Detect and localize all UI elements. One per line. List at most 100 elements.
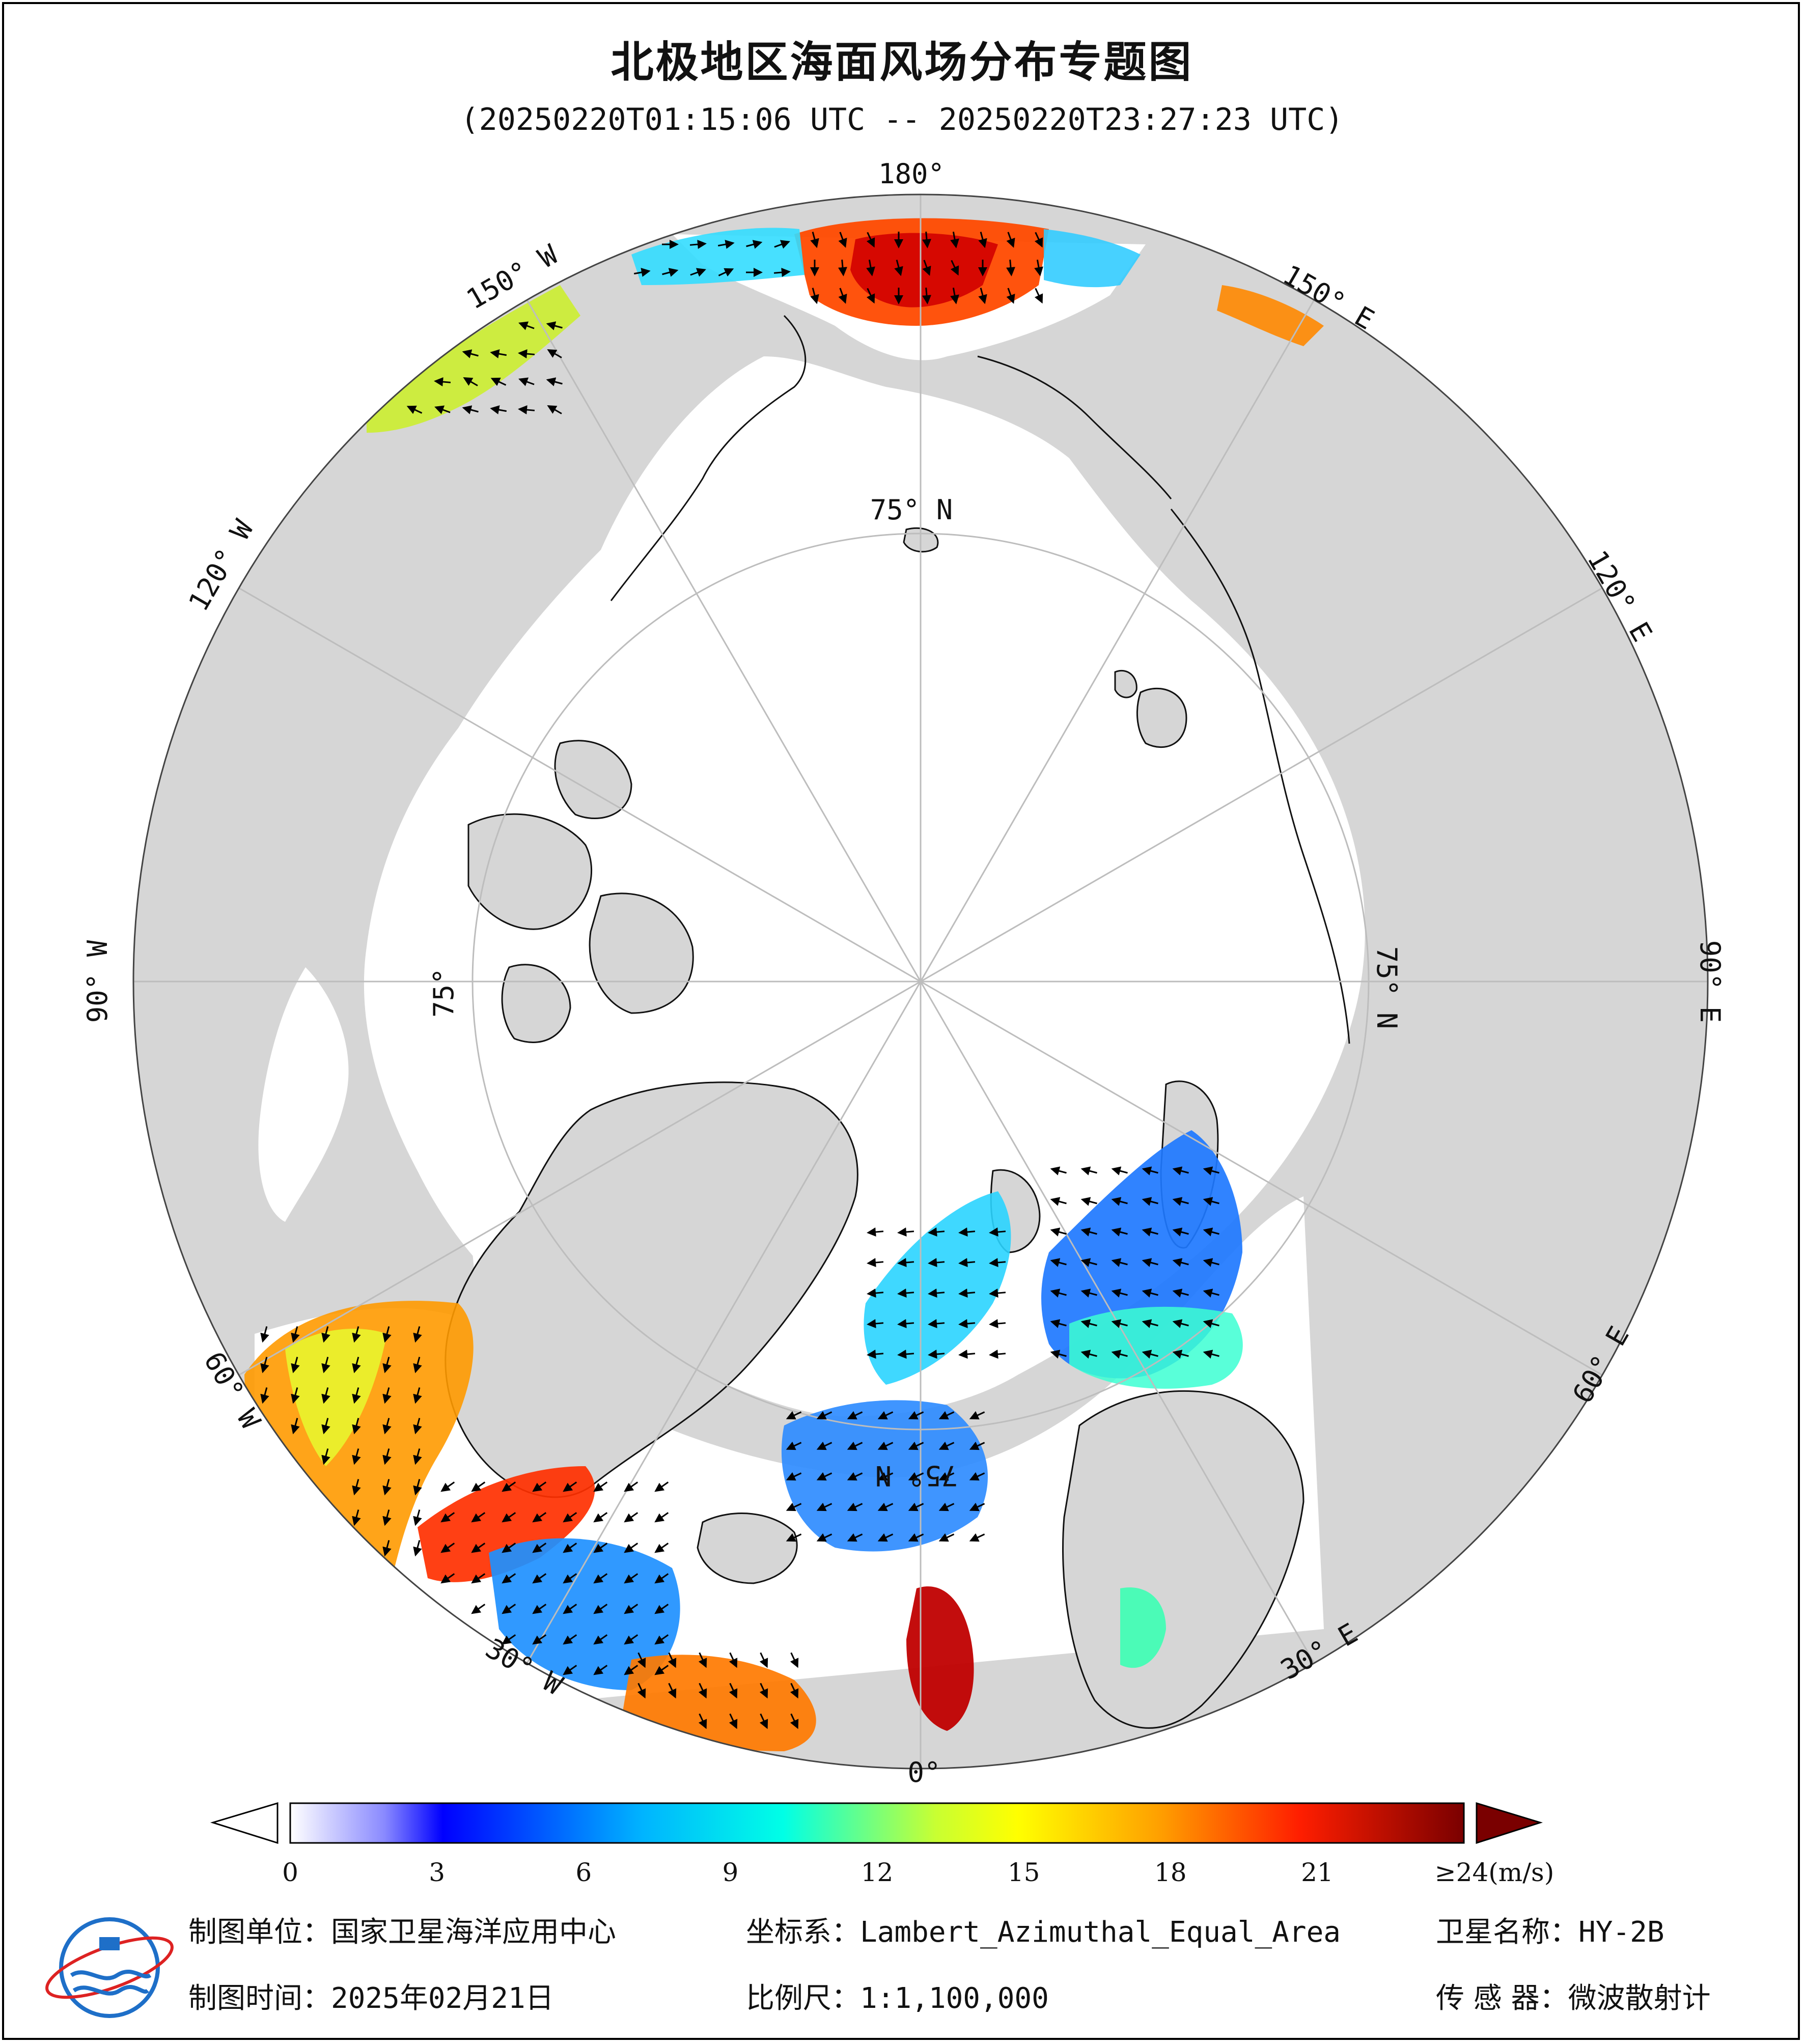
wind-arrow <box>593 1543 608 1553</box>
wind-arrow <box>950 287 959 304</box>
wind-arrow <box>1142 1197 1158 1206</box>
wind-arrow <box>908 1502 924 1511</box>
wind-arrow <box>867 1227 884 1237</box>
colorbar-tick-label: 12 <box>861 1858 894 1887</box>
wind-arrow <box>989 1289 1006 1298</box>
wind-arrow <box>593 1573 608 1584</box>
wind-arrow <box>440 1573 455 1584</box>
colorbar-tick-label: 0 <box>282 1858 298 1887</box>
wind-arrow <box>490 405 507 414</box>
wind-field-irminger <box>418 1466 595 1582</box>
wind-arrow <box>471 1481 486 1492</box>
iceland <box>697 1513 798 1584</box>
wind-arrow <box>729 1652 738 1668</box>
wind-arrow <box>413 1479 422 1496</box>
wind-field-fram-strait <box>864 1191 1011 1385</box>
wind-arrow <box>759 1683 768 1699</box>
wind-arrow <box>1203 1197 1219 1206</box>
wind-arrow <box>352 1357 361 1374</box>
map-title: 北极地区海面风场分布专题图 <box>610 37 1194 87</box>
wind-arrow <box>1050 1319 1067 1328</box>
wind-arrow <box>867 1319 884 1328</box>
lat-label-right: 75° N <box>1371 946 1403 1029</box>
wind-arrow <box>908 1472 924 1481</box>
wind-arrow <box>1111 1350 1128 1359</box>
wind-arrow <box>547 405 562 414</box>
wind-arrow <box>1080 1289 1097 1298</box>
wind-arrow <box>1142 1350 1158 1359</box>
wind-arrow <box>689 240 707 249</box>
wind-arrow <box>989 1258 1006 1267</box>
wind-arrow <box>321 1357 330 1374</box>
wind-arrow <box>877 1533 894 1542</box>
lat-label-bottom: 75° N <box>875 1460 958 1492</box>
wind-arrow <box>563 1634 577 1645</box>
wind-arrow <box>352 1509 361 1526</box>
wind-arrow <box>547 349 562 358</box>
wind-arrow <box>563 1481 577 1492</box>
wind-arrow <box>471 1543 486 1553</box>
wind-arrow <box>1203 1227 1219 1237</box>
wind-arrow <box>989 1319 1006 1328</box>
colorbar-tick-label: 9 <box>722 1858 738 1887</box>
wind-arrow <box>382 1540 392 1557</box>
wind-arrow <box>654 1481 669 1492</box>
wind-arrow <box>922 231 931 248</box>
map-disc <box>133 194 1708 1769</box>
wind-arrow <box>847 1502 863 1511</box>
wind-arrow <box>1080 1350 1097 1359</box>
wind-arrow <box>471 1573 486 1584</box>
wind-arrow <box>413 1509 422 1526</box>
wind-arrow <box>969 1411 985 1420</box>
wind-arrow <box>928 1319 945 1328</box>
wind-arrow <box>352 1448 361 1465</box>
wind-arrow <box>624 1634 639 1645</box>
meridian-line <box>238 981 921 1376</box>
graticule <box>133 194 1708 1769</box>
wind-arrow <box>698 1652 707 1668</box>
lat-label-left: 75° <box>428 968 460 1018</box>
wind-arrow <box>729 1713 738 1729</box>
wind-arrow <box>434 405 451 414</box>
wind-arrow <box>1111 1289 1128 1298</box>
wind-arrow <box>352 1387 361 1404</box>
wind-arrow <box>291 1418 300 1435</box>
wind-arrow <box>593 1604 608 1614</box>
wind-arrow <box>894 260 903 276</box>
wind-arrow <box>1172 1289 1189 1298</box>
wind-arrow <box>877 1411 894 1420</box>
wind-arrow <box>958 1227 976 1237</box>
wind-arrow <box>786 1502 802 1511</box>
wind-arrow <box>291 1326 300 1343</box>
wind-arrow <box>518 349 535 358</box>
wind-arrow <box>352 1326 361 1343</box>
wind-arrow <box>633 268 651 277</box>
severnaya-zemlya <box>1114 670 1187 748</box>
wind-arrow <box>1203 1289 1219 1298</box>
colorbar-gradient <box>289 1802 1465 1844</box>
wind-arrow <box>1111 1319 1128 1328</box>
wind-field-barents-cyan <box>1069 1306 1243 1389</box>
wind-arrow <box>1203 1166 1219 1175</box>
wind-arrow <box>922 287 931 304</box>
colorbar-tick-label: ≥24(m/s) <box>1435 1858 1554 1887</box>
wind-arrow <box>563 1512 577 1523</box>
wind-arrow <box>413 1418 422 1435</box>
wind-arrow <box>1034 259 1043 276</box>
wind-arrow <box>847 1533 863 1542</box>
wind-arrow <box>471 1512 486 1523</box>
wind-arrow <box>413 1387 422 1404</box>
wind-arrow <box>897 1350 914 1359</box>
wind-arrow <box>668 1652 677 1668</box>
wind-arrow <box>352 1418 361 1435</box>
wind-arrow <box>746 240 763 249</box>
wind-arrow <box>1111 1166 1128 1175</box>
wind-arrow <box>413 1540 422 1557</box>
wind-arrow <box>877 1441 894 1450</box>
wind-arrow <box>440 1512 455 1523</box>
wind-arrow <box>260 1357 269 1374</box>
greenland-landmass <box>445 1081 858 1498</box>
wind-arrow <box>759 1713 768 1729</box>
wind-arrow <box>502 1604 516 1614</box>
